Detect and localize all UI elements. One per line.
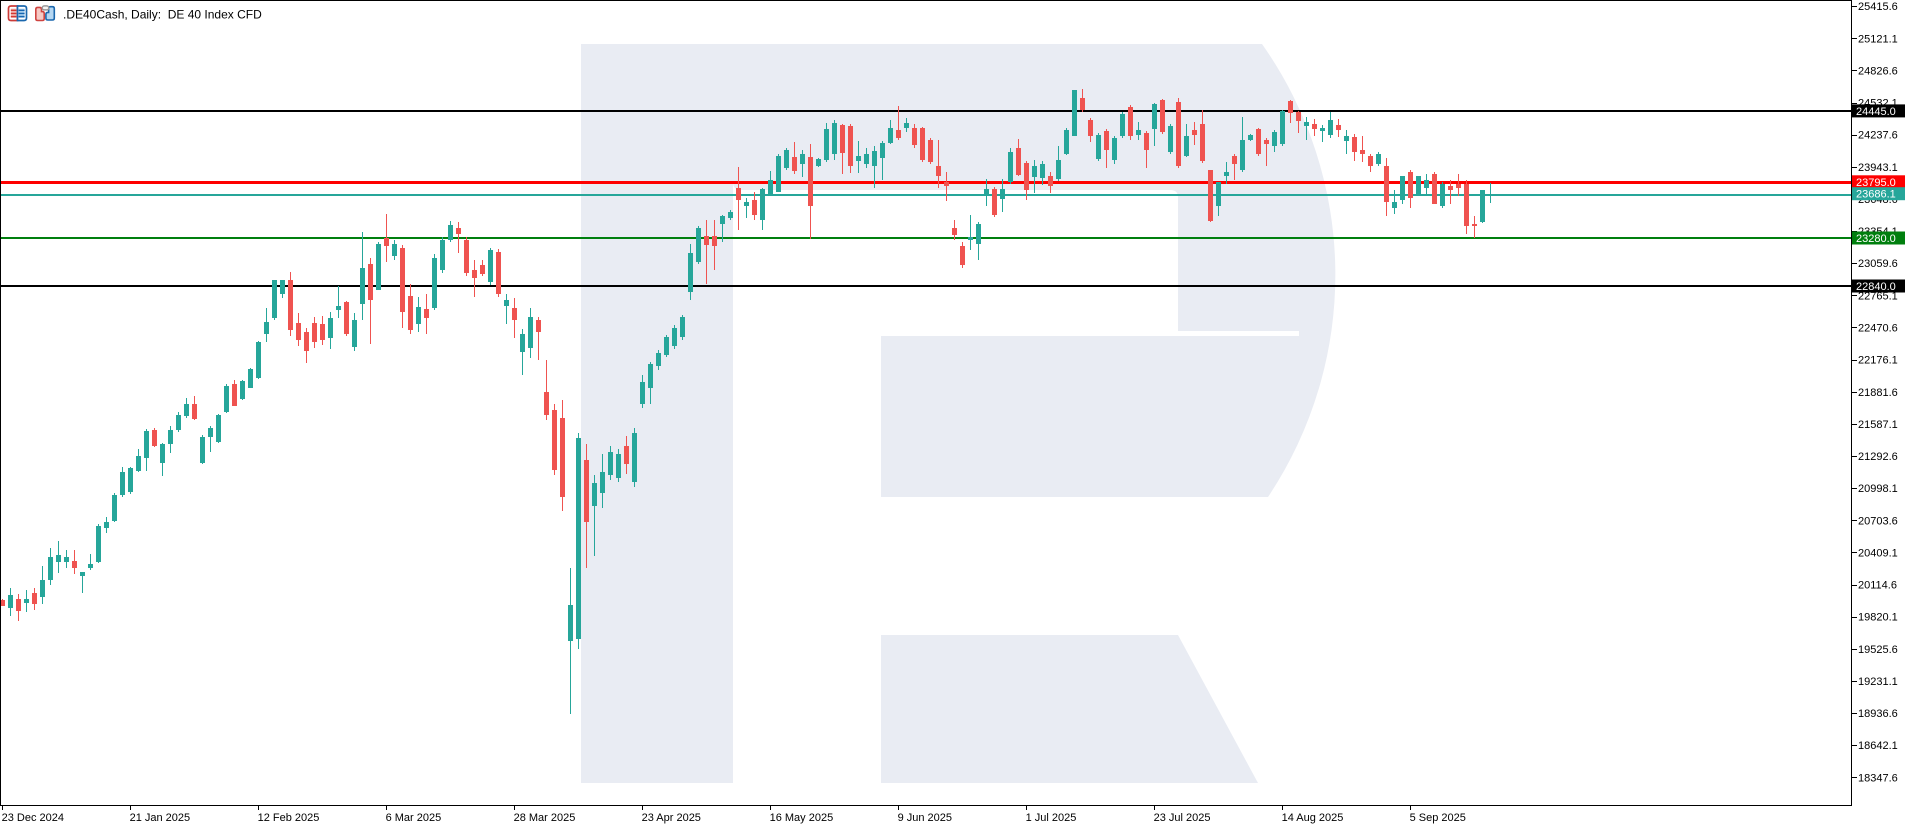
svg-text:23943.1: 23943.1 [1858,162,1898,174]
svg-text:18347.6: 18347.6 [1858,772,1898,784]
svg-text:12 Feb 2025: 12 Feb 2025 [258,812,320,824]
svg-text:16 May 2025: 16 May 2025 [770,812,834,824]
svg-text:18936.6: 18936.6 [1858,708,1898,720]
svg-text:1 Jul 2025: 1 Jul 2025 [1026,812,1077,824]
svg-text:20998.1: 20998.1 [1858,483,1898,495]
svg-text:24826.6: 24826.6 [1858,66,1898,78]
svg-text:5 Sep 2025: 5 Sep 2025 [1410,812,1466,824]
svg-text:22470.6: 22470.6 [1858,323,1898,335]
svg-text:22840.0: 22840.0 [1856,281,1896,293]
svg-text:22765.1: 22765.1 [1858,290,1898,302]
svg-text:24237.6: 24237.6 [1858,130,1898,142]
svg-text:19525.6: 19525.6 [1858,644,1898,656]
svg-text:23 Dec 2024: 23 Dec 2024 [2,812,64,824]
svg-text:23795.0: 23795.0 [1856,177,1896,189]
svg-text:19820.1: 19820.1 [1858,612,1898,624]
svg-text:21 Jan 2025: 21 Jan 2025 [130,812,191,824]
svg-text:23059.6: 23059.6 [1858,258,1898,270]
svg-text:23686.1: 23686.1 [1856,189,1896,201]
svg-text:22176.1: 22176.1 [1858,355,1898,367]
svg-text:14 Aug 2025: 14 Aug 2025 [1282,812,1344,824]
svg-text:24445.0: 24445.0 [1856,106,1896,118]
svg-text:20409.1: 20409.1 [1858,547,1898,559]
svg-text:19231.1: 19231.1 [1858,676,1898,688]
svg-text:23280.0: 23280.0 [1856,233,1896,245]
svg-text:20703.6: 20703.6 [1858,515,1898,527]
svg-text:23 Jul 2025: 23 Jul 2025 [1154,812,1211,824]
svg-text:21587.1: 21587.1 [1858,419,1898,431]
svg-text:6 Mar 2025: 6 Mar 2025 [386,812,442,824]
svg-text:23 Apr 2025: 23 Apr 2025 [642,812,701,824]
svg-text:28 Mar 2025: 28 Mar 2025 [514,812,576,824]
svg-text:18642.1: 18642.1 [1858,740,1898,752]
svg-text:21292.6: 21292.6 [1858,451,1898,463]
svg-text:25121.1: 25121.1 [1858,33,1898,45]
svg-text:20114.6: 20114.6 [1858,580,1897,592]
svg-text:9 Jun 2025: 9 Jun 2025 [898,812,952,824]
svg-text:25415.6: 25415.6 [1858,1,1898,13]
svg-text:21881.6: 21881.6 [1858,387,1898,399]
svg-text:.DE40Cash, Daily: DE 40 Index: .DE40Cash, Daily: DE 40 Index CFD [63,7,262,21]
